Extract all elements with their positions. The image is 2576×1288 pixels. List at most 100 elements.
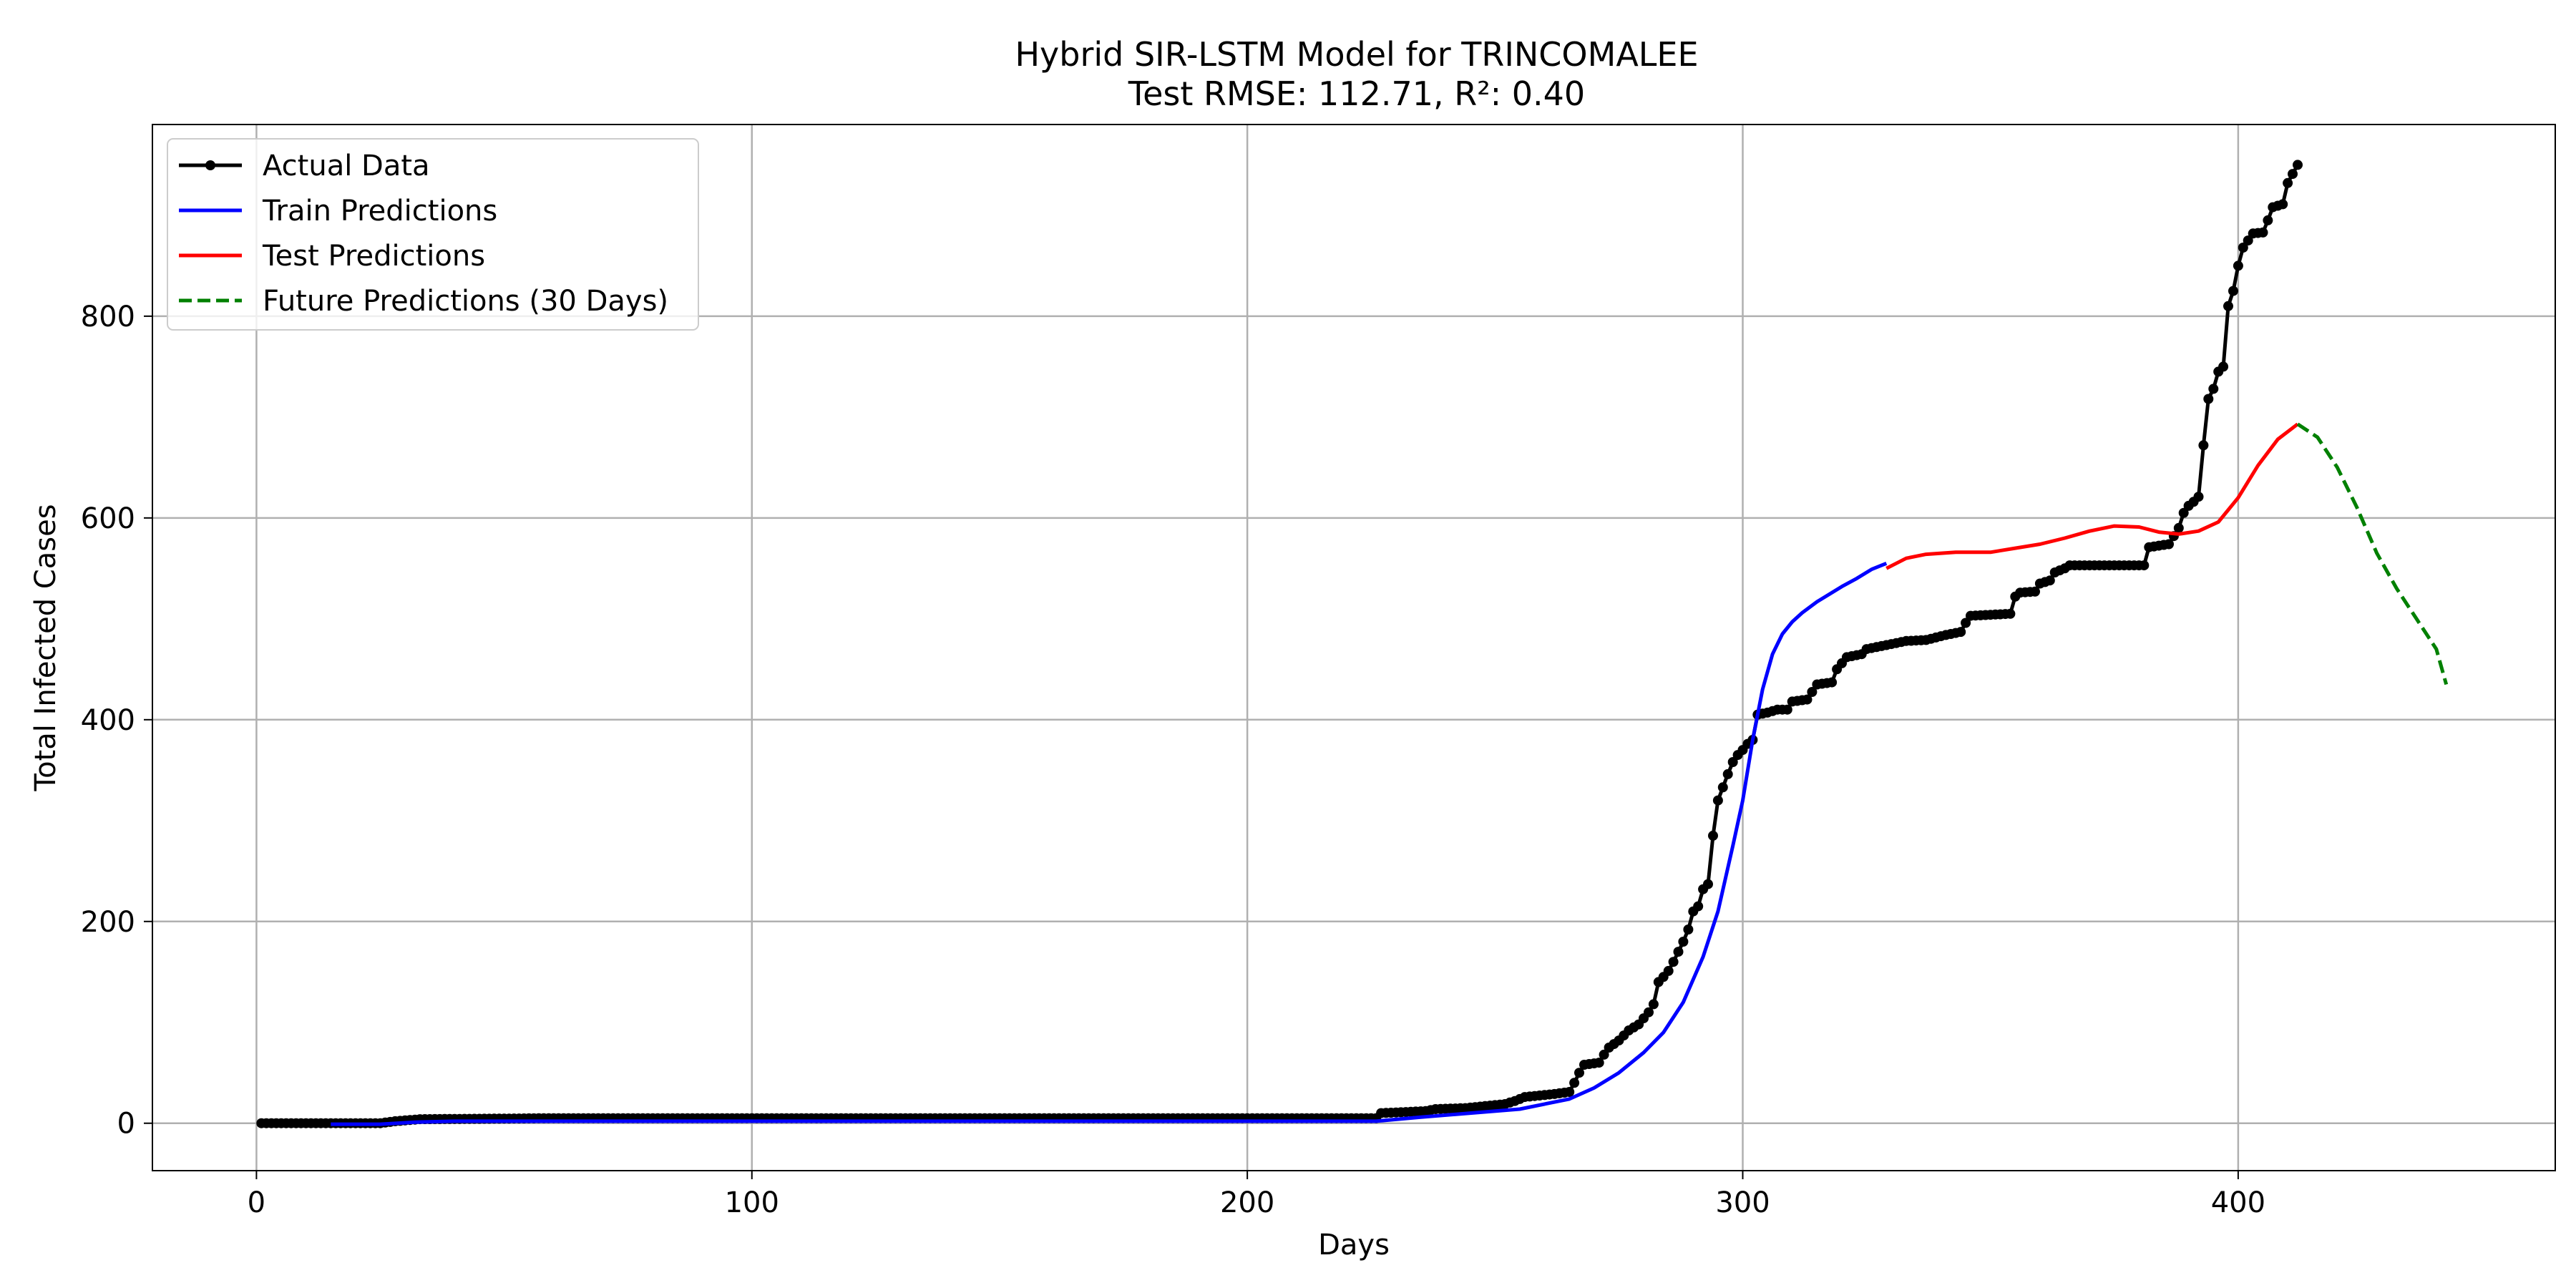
data-point xyxy=(1663,965,1674,976)
x-tick-label: 300 xyxy=(1715,1186,1770,1219)
data-point xyxy=(2025,587,2036,597)
data-point xyxy=(1822,678,1833,688)
data-point xyxy=(1644,1007,1654,1018)
data-point xyxy=(1609,1039,1619,1050)
data-point xyxy=(1648,999,1659,1010)
data-point xyxy=(1683,924,1694,935)
data-point xyxy=(1629,1022,1639,1033)
data-point xyxy=(1881,640,1892,650)
data-point xyxy=(1717,782,1728,793)
series-line-future-predictions-30-days xyxy=(2296,422,2449,686)
x-axis-label: Days xyxy=(1318,1229,1390,1262)
data-point xyxy=(1569,1078,1580,1088)
data-point xyxy=(1936,631,1946,642)
data-point xyxy=(1475,1101,1485,1112)
data-point xyxy=(2208,384,2219,394)
legend-label: Train Predictions xyxy=(262,195,497,228)
data-point xyxy=(2173,522,2184,533)
data-point xyxy=(2283,177,2293,188)
data-point xyxy=(1599,1049,1609,1060)
data-point xyxy=(321,1118,331,1128)
data-point xyxy=(1961,618,1971,628)
x-tick-label: 400 xyxy=(2211,1186,2265,1219)
data-point xyxy=(1703,879,1713,889)
data-point xyxy=(1807,687,1818,697)
legend-entry-actual-data: Actual Data xyxy=(179,150,430,182)
data-point xyxy=(2263,215,2273,225)
data-point xyxy=(1678,937,1689,947)
data-point xyxy=(1916,635,1926,645)
data-point xyxy=(1980,610,1991,620)
legend-entry-future-predictions-30-days: Future Predictions (30 Days) xyxy=(179,285,668,318)
data-point xyxy=(1727,757,1738,767)
data-point xyxy=(2000,609,2011,620)
data-point xyxy=(1495,1099,1506,1110)
data-point xyxy=(1544,1089,1555,1100)
data-point xyxy=(1559,1088,1570,1098)
data-point xyxy=(1951,628,1961,638)
data-point xyxy=(1425,1105,1436,1116)
data-point xyxy=(2223,301,2233,311)
data-point xyxy=(2293,160,2303,170)
data-point xyxy=(2253,228,2263,238)
grid-lines xyxy=(152,125,2555,1171)
data-point xyxy=(2134,560,2145,571)
data-point xyxy=(1777,704,1787,715)
legend: Actual Data Train Predictions Test Predict… xyxy=(167,138,699,331)
data-point xyxy=(1767,706,1778,716)
axis-ticks: 0 100 200 300 400 0 200 400 600 800 xyxy=(81,301,2265,1219)
y-axis-label: Total Infected Cases xyxy=(29,504,62,791)
legend-label: Future Predictions (30 Days) xyxy=(263,285,668,318)
y-tick-label: 400 xyxy=(81,704,135,737)
data-point xyxy=(2159,540,2169,550)
y-tick-label: 0 xyxy=(117,1108,135,1141)
x-tick-label: 200 xyxy=(1220,1186,1274,1219)
y-tick-label: 800 xyxy=(81,301,135,333)
y-tick-label: 200 xyxy=(81,906,135,939)
data-point xyxy=(1514,1093,1525,1104)
data-point xyxy=(2178,507,2189,518)
data-point xyxy=(1693,901,1704,912)
data-point xyxy=(2193,492,2204,502)
series-line-test-predictions xyxy=(1885,422,2299,570)
data-point xyxy=(2198,440,2209,451)
data-point xyxy=(2233,260,2243,271)
x-tick-label: 0 xyxy=(248,1186,265,1219)
data-point xyxy=(1524,1091,1535,1102)
chart-subtitle: Test RMSE: 112.71, R²: 0.40 xyxy=(1128,74,1585,113)
data-point xyxy=(1534,1091,1545,1101)
legend-entry-test-predictions: Test Predictions xyxy=(179,240,485,273)
data-point xyxy=(2218,361,2229,372)
data-point xyxy=(1505,1097,1516,1108)
data-point xyxy=(1896,637,1907,648)
data-point xyxy=(1415,1106,1426,1117)
legend-entry-train-predictions: Train Predictions xyxy=(179,195,497,228)
series-line-train-predictions xyxy=(331,561,1888,1126)
data-point xyxy=(2203,394,2214,404)
data-point xyxy=(2238,243,2248,253)
data-point xyxy=(2054,565,2065,576)
data-point xyxy=(2288,169,2298,180)
data-point xyxy=(1851,650,1862,660)
data-point xyxy=(1589,1058,1599,1069)
x-tick-label: 100 xyxy=(725,1186,779,1219)
data-point xyxy=(1708,830,1718,841)
data-point xyxy=(1668,957,1679,967)
y-tick-label: 600 xyxy=(81,502,135,535)
legend-marker xyxy=(205,160,215,170)
data-point xyxy=(1673,947,1684,957)
data-point xyxy=(2243,235,2253,246)
data-point xyxy=(1574,1068,1584,1078)
legend-label: Test Predictions xyxy=(262,240,485,273)
plot-frame xyxy=(152,124,2556,1171)
chart-title: Hybrid SIR-LSTM Model for TRINCOMALEE xyxy=(1015,35,1698,74)
data-point xyxy=(1455,1103,1465,1113)
data-point xyxy=(1797,695,1807,706)
data-point xyxy=(1837,658,1847,668)
data-point xyxy=(1871,642,1882,653)
series-layer xyxy=(256,160,2449,1128)
data-point xyxy=(2273,200,2283,211)
legend-label: Actual Data xyxy=(263,150,430,182)
legend-box xyxy=(167,138,699,331)
